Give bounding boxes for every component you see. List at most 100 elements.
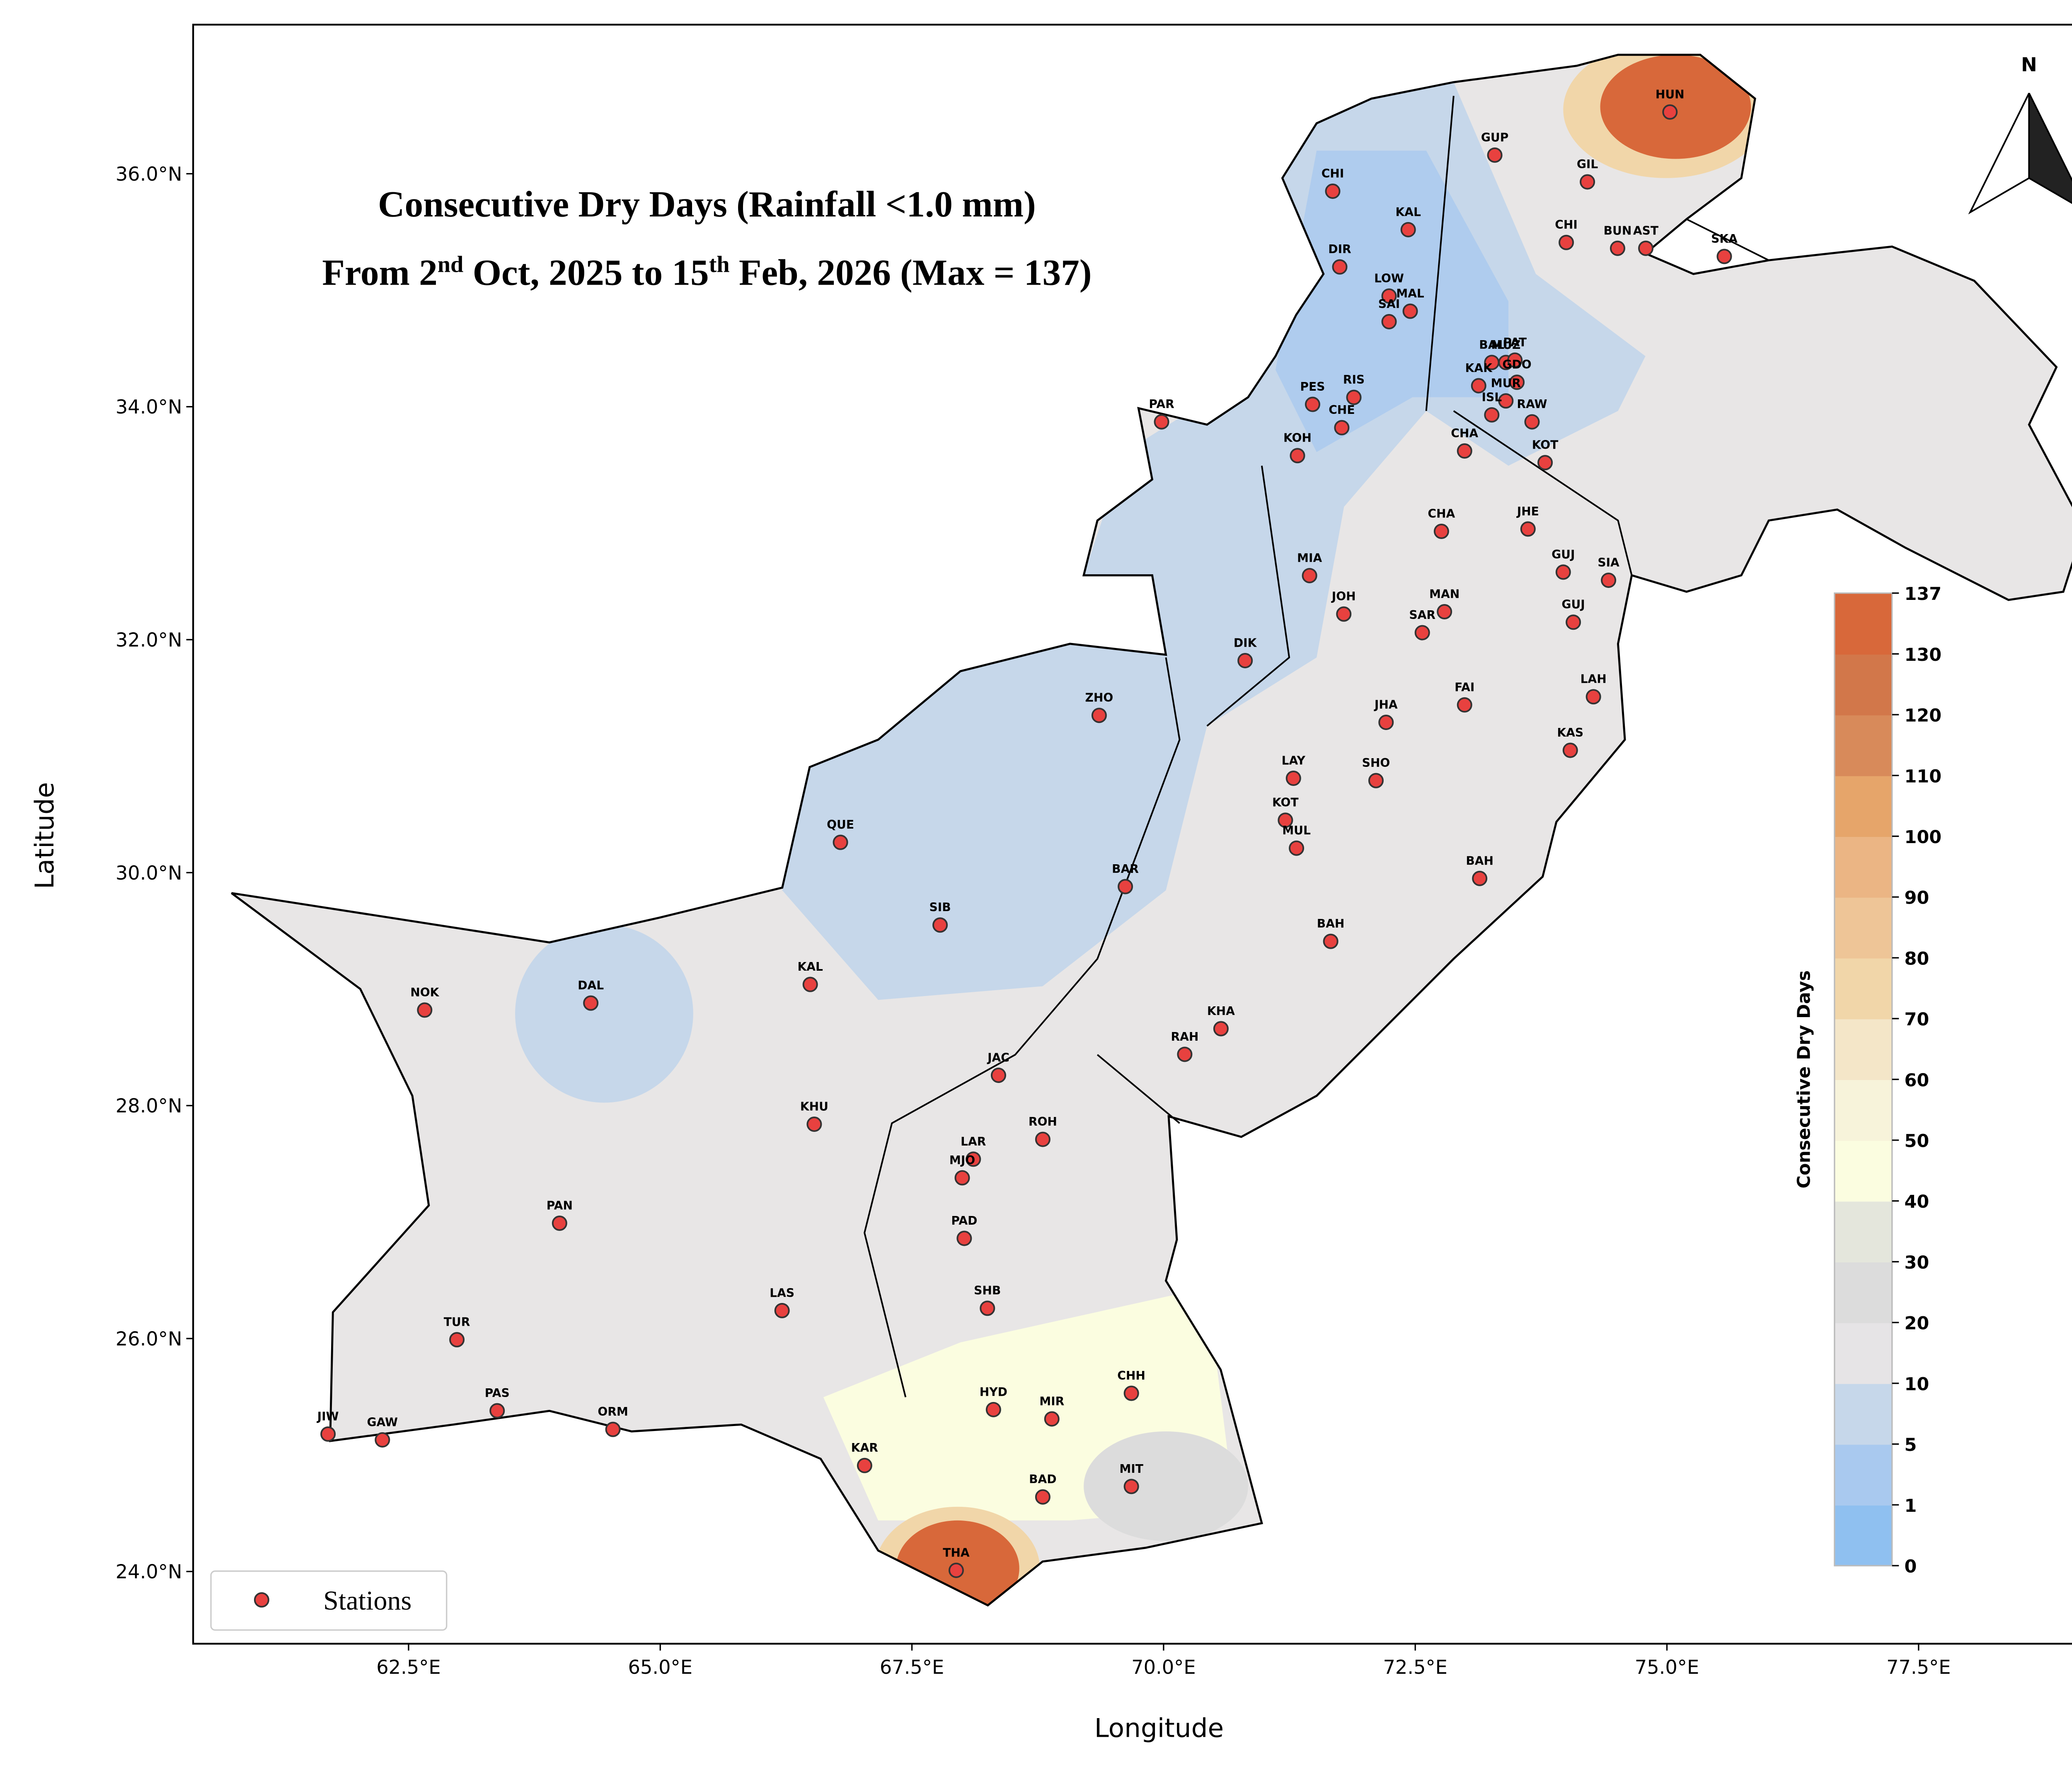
- station-label: BAL: [1479, 338, 1504, 352]
- station-label: CHA: [1451, 426, 1478, 440]
- colorbar-tick-label: 110: [1905, 766, 1942, 787]
- station-label: MUR: [1491, 377, 1521, 390]
- station-label: GUJ: [1552, 548, 1575, 561]
- station-label: ISL: [1482, 390, 1502, 404]
- colorbar-tick-label: 0: [1905, 1557, 1917, 1577]
- station: [980, 1300, 995, 1316]
- station: [966, 1151, 981, 1167]
- north-label: N: [2021, 53, 2037, 76]
- y-tick-label: 24.0°N: [116, 1561, 182, 1583]
- station: [1484, 407, 1500, 423]
- station: [1433, 523, 1449, 539]
- map-subtitle: From 2nd Oct, 2025 to 15th Feb, 2026 (Ma…: [322, 252, 1092, 293]
- station: [1566, 614, 1581, 630]
- station-label: DIR: [1328, 242, 1351, 256]
- station-label: NOK: [410, 986, 439, 999]
- station: [1323, 933, 1339, 949]
- station: [1537, 455, 1553, 471]
- colorbar-tick-label: 137: [1905, 584, 1942, 604]
- station-label: MAL: [1396, 287, 1424, 300]
- station: [990, 1067, 1006, 1083]
- x-tick-label: 62.5°E: [376, 1656, 441, 1678]
- station-label: LAY: [1282, 754, 1306, 767]
- station-label: KAS: [1557, 726, 1583, 740]
- y-tick-label: 32.0°N: [116, 628, 182, 651]
- station-label: GIL: [1577, 157, 1598, 171]
- station: [605, 1421, 621, 1437]
- colorbar-segment: [1834, 1444, 1892, 1506]
- legend: Stations: [210, 1570, 448, 1631]
- station: [1044, 1411, 1060, 1427]
- station-label: FAI: [1455, 680, 1474, 694]
- station-label: LAH: [1581, 672, 1607, 686]
- station-label: CHA: [1428, 507, 1455, 520]
- colorbar-segment: [1834, 1505, 1892, 1566]
- station: [774, 1303, 790, 1318]
- station-label: GAW: [367, 1415, 398, 1429]
- colorbar-segment: [1834, 1322, 1892, 1384]
- station-label: PAS: [485, 1386, 510, 1400]
- station: [954, 1170, 970, 1186]
- colorbar-segment: [1834, 593, 1892, 655]
- map-title: Consecutive Dry Days (Rainfall <1.0 mm): [378, 184, 1036, 225]
- x-tick-label: 77.5°E: [1886, 1656, 1951, 1678]
- field-grey: [1084, 1431, 1248, 1541]
- station-label: CHI: [1555, 218, 1578, 232]
- station: [1402, 303, 1418, 319]
- station-label: HUN: [1656, 87, 1685, 101]
- colorbar-tick-label: 50: [1905, 1131, 1929, 1152]
- station: [449, 1332, 465, 1348]
- station: [1035, 1131, 1051, 1147]
- station-label: DAL: [578, 979, 604, 992]
- x-tick-label: 75.0°E: [1635, 1656, 1699, 1678]
- station-label: SAI: [1378, 297, 1400, 311]
- station: [1334, 420, 1350, 435]
- station: [1154, 414, 1169, 430]
- station: [1285, 771, 1301, 786]
- station-label: SIA: [1598, 556, 1619, 570]
- station: [1457, 697, 1472, 713]
- station-label: PAT: [1503, 336, 1527, 349]
- station-label: KAL: [797, 960, 823, 974]
- y-tick-label: 34.0°N: [116, 396, 182, 418]
- station: [1414, 625, 1430, 641]
- station: [375, 1432, 390, 1448]
- station: [1289, 840, 1305, 856]
- station: [1305, 396, 1320, 412]
- colorbar-tick-label: 60: [1905, 1070, 1929, 1091]
- station-label: KAL: [1395, 205, 1421, 219]
- station: [857, 1458, 872, 1473]
- station: [985, 1402, 1001, 1417]
- station-label: BUN: [1604, 224, 1632, 237]
- station-label: LAS: [770, 1286, 794, 1300]
- station: [1507, 352, 1523, 368]
- station-label: SIB: [929, 901, 951, 914]
- x-tick-label: 72.5°E: [1383, 1656, 1447, 1678]
- station-label: GDO: [1502, 358, 1531, 372]
- station-label: MIR: [1039, 1395, 1064, 1408]
- station-label: GUP: [1481, 131, 1508, 144]
- station-label: RAW: [1517, 397, 1547, 411]
- station: [1662, 104, 1678, 120]
- colorbar-tick-label: 20: [1905, 1313, 1929, 1334]
- station: [1580, 174, 1595, 190]
- station: [833, 834, 848, 850]
- station: [552, 1215, 567, 1231]
- colorbar-tick-label: 120: [1905, 706, 1942, 726]
- station: [1378, 715, 1394, 730]
- station-label: PES: [1300, 380, 1325, 394]
- north-arrow: N: [1968, 53, 2072, 215]
- station-label: ORM: [598, 1405, 628, 1419]
- province-borders: [864, 96, 1769, 1397]
- station: [1610, 240, 1625, 256]
- station-label: JHE: [1516, 505, 1539, 518]
- station: [1123, 1479, 1139, 1494]
- subtitle-text: Oct, 2025 to 15: [463, 252, 709, 293]
- subtitle-superscript: th: [709, 252, 730, 278]
- station-label: JIW: [317, 1409, 339, 1423]
- station-label: MIT: [1119, 1462, 1143, 1476]
- station-label: MAN: [1429, 587, 1460, 601]
- station-label: JOH: [1331, 590, 1356, 603]
- colorbar-segment: [1834, 1201, 1892, 1263]
